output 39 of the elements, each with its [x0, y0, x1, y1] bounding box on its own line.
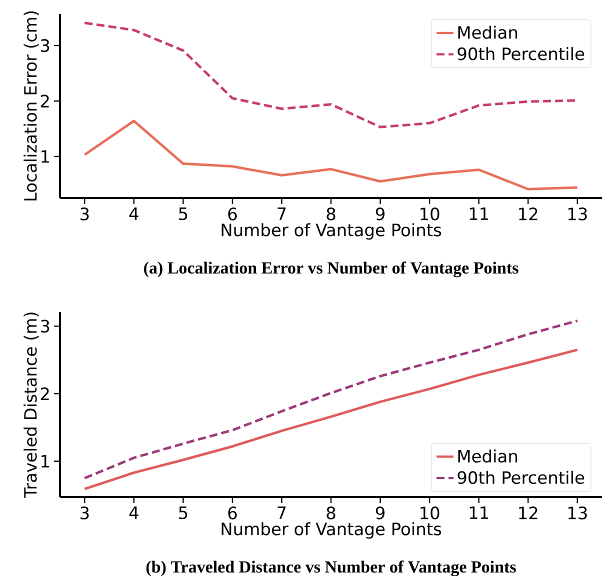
x-tick-label: 7 [278, 208, 286, 220]
legend-label: Median [458, 26, 518, 39]
x-tick-label: 10 [420, 506, 440, 520]
x-axis-title: Number of Vantage Points [222, 223, 442, 240]
y-tick-label: 1 [42, 455, 49, 468]
y-axis-title: Traveled Distance (m) [24, 312, 39, 498]
x-tick-label: 13 [568, 506, 587, 520]
y-axis-title: Localization Error (cm) [24, 11, 39, 200]
line-series [83, 120, 579, 190]
text: (b) Traveled Distance vs Number of Vantage Points [146, 560, 516, 576]
x-tick-label: 11 [470, 208, 488, 220]
x-tick-label: 10 [420, 208, 440, 220]
y-tick-label: 3 [40, 320, 50, 333]
y-tick-label: 3 [40, 39, 50, 52]
x-tick-label: 8 [326, 506, 336, 520]
x-tick-label: 7 [278, 506, 286, 519]
x-tick-label: 4 [129, 506, 138, 519]
x-tick-label: 3 [80, 208, 89, 220]
x-tick-label: 5 [179, 506, 188, 520]
text: (a) Localization Error vs Number of Vantage Points [144, 262, 518, 278]
legend-label: 90th Percentile [458, 470, 584, 484]
x-axis-title: Number of Vantage Points [222, 522, 442, 539]
x-tick-label: 11 [470, 506, 488, 519]
x-tick-label: 12 [519, 208, 538, 220]
y-tick-label: 1 [42, 150, 49, 163]
x-tick-label: 4 [129, 208, 138, 220]
x-tick-label: 5 [179, 208, 188, 220]
legend-label: Median [458, 449, 518, 463]
x-tick-label: 12 [519, 506, 538, 520]
x-tick-label: 3 [80, 506, 89, 520]
y-tick-label: 2 [40, 94, 49, 108]
x-tick-label: 9 [376, 506, 384, 520]
x-tick-label: 8 [326, 208, 336, 220]
x-tick-label: 13 [568, 208, 587, 220]
x-tick-label: 9 [376, 208, 384, 220]
y-tick-label: 2 [40, 387, 49, 400]
x-tick-label: 6 [228, 506, 237, 520]
x-tick-label: 6 [228, 208, 237, 220]
legend-label: 90th Percentile [458, 47, 584, 60]
